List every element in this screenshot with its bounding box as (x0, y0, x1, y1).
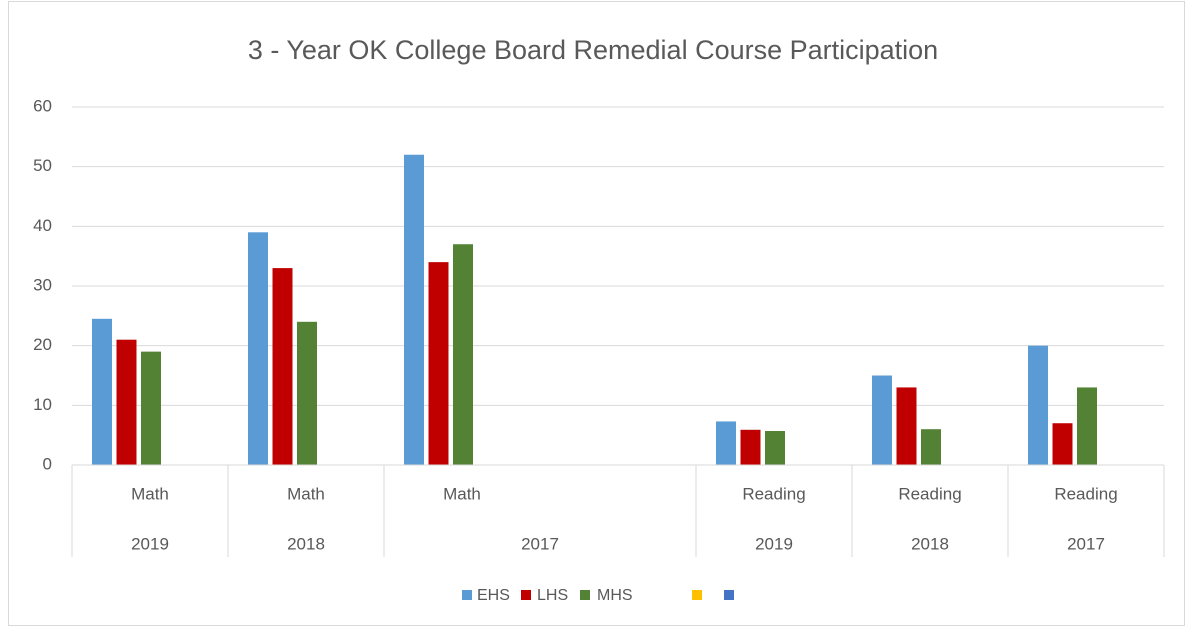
y-tick-label: 40 (33, 216, 52, 235)
x-tick-label: Math (443, 484, 481, 503)
bar (1052, 423, 1073, 465)
y-tick-label: 60 (33, 96, 52, 115)
bar (116, 339, 137, 465)
x-tick-label: Reading (898, 484, 961, 503)
bar (896, 387, 917, 465)
group-label: 2019 (755, 534, 793, 553)
bar (297, 321, 317, 465)
y-tick-label: 20 (33, 335, 52, 354)
group-label: 2018 (287, 534, 325, 553)
bar (141, 351, 161, 465)
chart-border (8, 1, 1185, 626)
bar (921, 429, 941, 465)
bar (716, 421, 736, 465)
group-label: 2017 (521, 534, 559, 553)
bar (1077, 387, 1097, 465)
legend-label: MHS (597, 587, 633, 604)
bar (765, 430, 785, 465)
y-tick-label: 0 (43, 454, 52, 473)
bar (404, 154, 424, 465)
legend-swatch (580, 590, 590, 600)
y-tick-label: 10 (33, 395, 52, 414)
x-tick-label: Math (131, 484, 169, 503)
bar (1028, 345, 1048, 465)
legend-label: LHS (537, 587, 568, 604)
bar (453, 244, 473, 465)
bar (740, 429, 761, 465)
legend-swatch (462, 590, 472, 600)
group-label: 2018 (911, 534, 949, 553)
bar (272, 268, 293, 465)
bar (872, 375, 892, 465)
bar (248, 232, 268, 465)
x-tick-label: Reading (1054, 484, 1117, 503)
legend-swatch (521, 590, 531, 600)
bar (428, 262, 449, 465)
bar (92, 318, 112, 465)
chart-title: 3 - Year OK College Board Remedial Cours… (248, 35, 938, 65)
x-tick-label: Math (287, 484, 325, 503)
legend-swatch (724, 590, 734, 600)
y-tick-label: 30 (33, 275, 52, 294)
group-label: 2019 (131, 534, 169, 553)
group-label: 2017 (1067, 534, 1105, 553)
x-tick-label: Reading (742, 484, 805, 503)
legend-swatch (692, 590, 702, 600)
legend-label: EHS (477, 587, 510, 604)
y-tick-label: 50 (33, 156, 52, 175)
